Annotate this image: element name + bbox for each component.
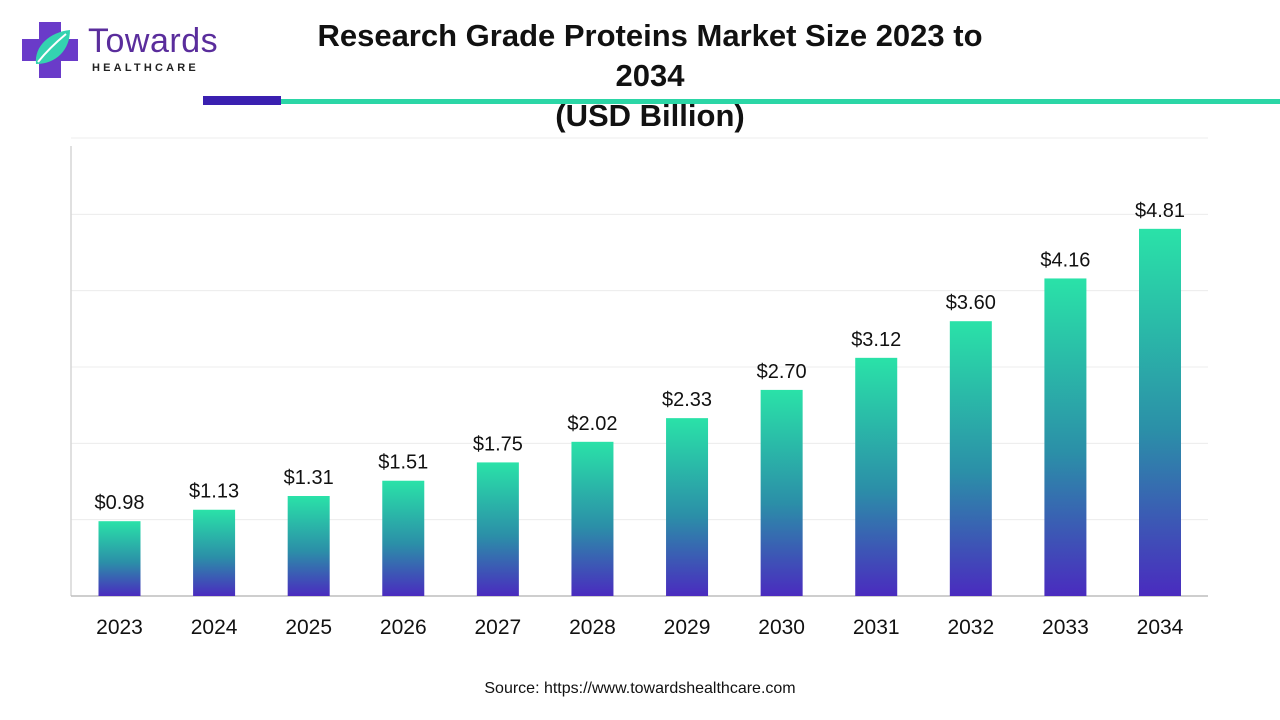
x-tick-labels: 2023 2024 2025 2026 2027 2028 2029 2030 2031 2032…	[96, 616, 1184, 639]
x-tick-label: 2023	[96, 616, 143, 639]
x-tick-label: 2029	[664, 616, 711, 639]
data-label: $2.33	[662, 389, 712, 411]
data-label: $1.51	[378, 452, 428, 474]
medical-cross-leaf-icon	[22, 22, 78, 78]
data-label: $0.98	[94, 492, 144, 514]
data-label: $3.60	[946, 292, 996, 314]
bar	[193, 509, 236, 596]
title-underline-dark	[203, 96, 281, 105]
x-tick-label: 2027	[475, 616, 522, 639]
chart-title-line-1: Research Grade Proteins Market Size 2023…	[317, 18, 983, 93]
brand-logo: Towards HEALTHCARE	[20, 20, 240, 80]
bar	[476, 462, 519, 596]
bar	[949, 321, 992, 596]
bar	[760, 389, 803, 596]
data-label: $4.81	[1135, 200, 1185, 222]
data-label: $4.16	[1040, 249, 1090, 271]
axes	[70, 146, 1208, 597]
x-tick-label: 2034	[1137, 616, 1184, 639]
bar	[382, 480, 425, 596]
data-label: $1.13	[189, 481, 239, 503]
bar	[571, 441, 614, 596]
x-tick-label: 2028	[569, 616, 616, 639]
bar	[1139, 228, 1181, 596]
bar-chart: $0.98 $1.13 $1.31 $1.51 $1.75 $2.02 $2.33 $2.70…	[70, 137, 1208, 639]
x-tick-label: 2024	[191, 616, 238, 639]
bar	[1044, 278, 1087, 596]
data-labels: $0.98 $1.13 $1.31 $1.51 $1.75 $2.02 $2.33 $2.70…	[94, 200, 1185, 514]
chart-title: Research Grade Proteins Market Size 2023…	[300, 16, 1000, 136]
x-tick-label: 2025	[285, 616, 332, 639]
bar	[98, 521, 141, 596]
source-note: Source: https://www.towardshealthcare.co…	[484, 680, 796, 697]
x-tick-label: 2031	[853, 616, 900, 639]
data-label: $1.31	[284, 467, 334, 489]
bars	[98, 228, 1181, 596]
bar	[855, 357, 898, 596]
x-tick-label: 2030	[758, 616, 805, 639]
x-tick-label: 2032	[947, 616, 994, 639]
bar	[666, 418, 709, 596]
data-label: $1.75	[473, 433, 523, 455]
data-label: $3.12	[851, 329, 901, 351]
x-tick-label: 2033	[1042, 616, 1089, 639]
data-label: $2.70	[757, 361, 807, 383]
brand-subtitle: HEALTHCARE	[92, 62, 199, 74]
title-underline-accent	[281, 99, 1280, 104]
brand-name: Towards	[88, 22, 219, 60]
bar	[287, 496, 330, 596]
data-label: $2.02	[567, 413, 617, 435]
gridlines	[71, 137, 1208, 521]
x-tick-label: 2026	[380, 616, 427, 639]
